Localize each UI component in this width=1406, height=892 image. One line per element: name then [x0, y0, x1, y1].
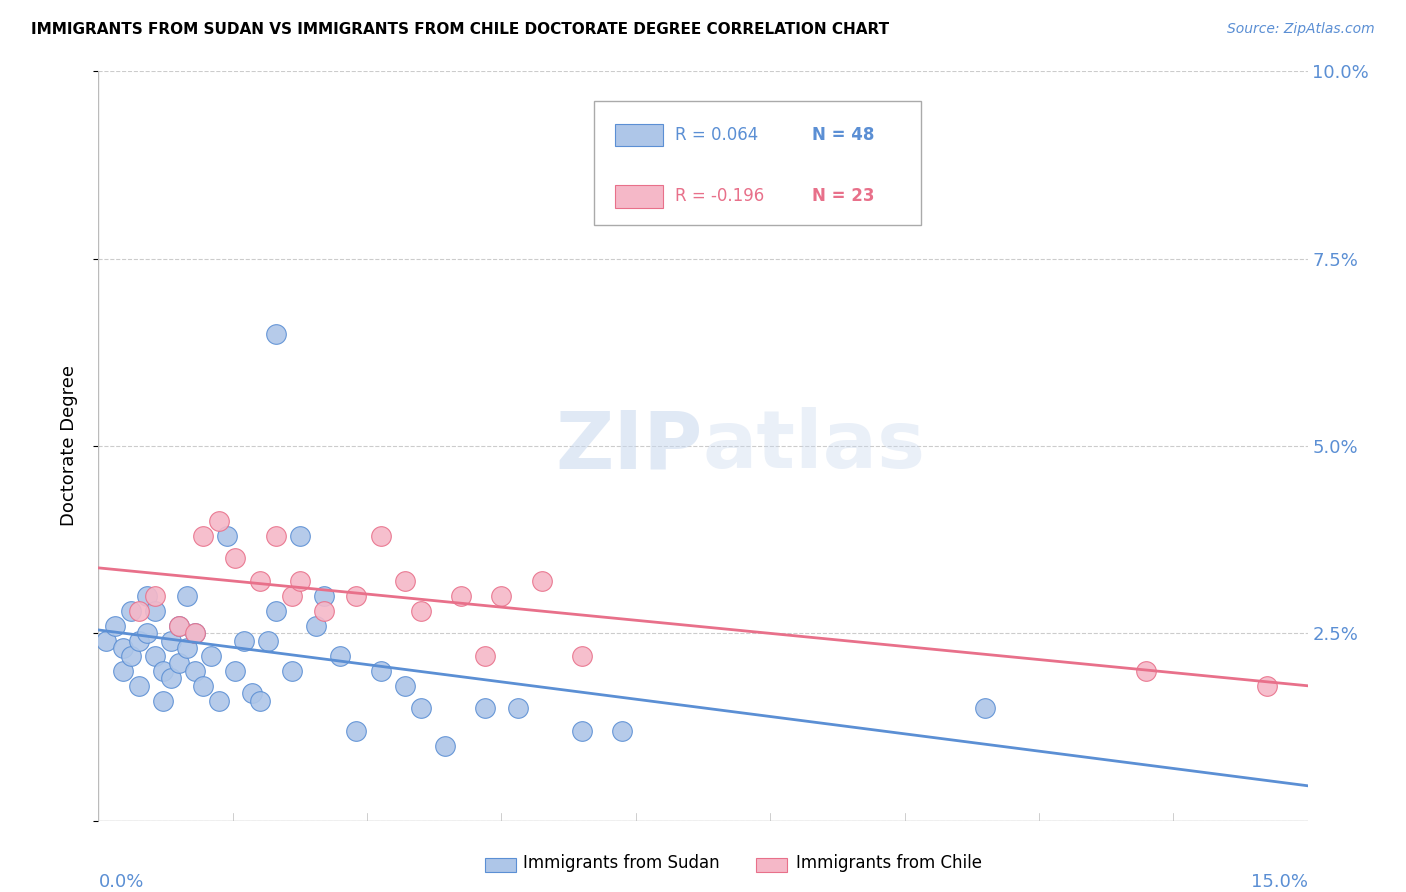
- Point: [434, 739, 457, 753]
- Point: [120, 604, 142, 618]
- Point: [135, 626, 157, 640]
- Text: Source: ZipAtlas.com: Source: ZipAtlas.com: [1227, 22, 1375, 37]
- Point: [264, 326, 287, 341]
- Point: [612, 723, 634, 738]
- Point: [344, 589, 367, 603]
- Point: [281, 664, 304, 678]
- Point: [305, 619, 328, 633]
- Point: [143, 604, 166, 618]
- Point: [288, 574, 311, 588]
- Point: [120, 648, 142, 663]
- Point: [167, 657, 190, 671]
- Point: [370, 664, 392, 678]
- Point: [176, 641, 198, 656]
- Point: [409, 701, 432, 715]
- Point: [135, 589, 157, 603]
- Point: [314, 604, 336, 618]
- Point: [208, 694, 231, 708]
- Point: [184, 626, 207, 640]
- Point: [103, 619, 125, 633]
- Point: [200, 648, 222, 663]
- Point: [128, 633, 150, 648]
- Point: [232, 633, 254, 648]
- Point: [409, 604, 432, 618]
- Point: [184, 664, 207, 678]
- Bar: [614, 124, 664, 146]
- Point: [370, 529, 392, 543]
- Point: [329, 648, 352, 663]
- Point: [143, 589, 166, 603]
- Text: atlas: atlas: [703, 407, 927, 485]
- Point: [128, 679, 150, 693]
- Text: N = 48: N = 48: [811, 126, 875, 144]
- Point: [249, 694, 271, 708]
- Point: [160, 633, 183, 648]
- Point: [176, 589, 198, 603]
- FancyBboxPatch shape: [595, 102, 921, 225]
- Text: Immigrants from Chile: Immigrants from Chile: [796, 855, 981, 872]
- Point: [152, 664, 174, 678]
- Point: [128, 604, 150, 618]
- Point: [281, 589, 304, 603]
- Point: [240, 686, 263, 700]
- Point: [167, 619, 190, 633]
- Point: [491, 589, 513, 603]
- Point: [217, 529, 239, 543]
- Y-axis label: Doctorate Degree: Doctorate Degree: [59, 366, 77, 526]
- Point: [264, 529, 287, 543]
- Point: [506, 701, 529, 715]
- Point: [224, 551, 246, 566]
- Point: [450, 589, 472, 603]
- Text: R = 0.064: R = 0.064: [675, 126, 758, 144]
- Point: [111, 664, 134, 678]
- Point: [160, 671, 183, 685]
- Point: [974, 701, 997, 715]
- Point: [152, 694, 174, 708]
- Point: [256, 633, 278, 648]
- Point: [530, 574, 553, 588]
- Point: [1256, 679, 1278, 693]
- Point: [143, 648, 166, 663]
- Point: [193, 679, 215, 693]
- Point: [193, 529, 215, 543]
- Point: [224, 664, 246, 678]
- Text: 0.0%: 0.0%: [98, 873, 143, 891]
- Point: [314, 589, 336, 603]
- Point: [571, 648, 593, 663]
- Text: IMMIGRANTS FROM SUDAN VS IMMIGRANTS FROM CHILE DOCTORATE DEGREE CORRELATION CHAR: IMMIGRANTS FROM SUDAN VS IMMIGRANTS FROM…: [31, 22, 889, 37]
- Point: [288, 529, 311, 543]
- Point: [111, 641, 134, 656]
- Point: [474, 701, 496, 715]
- Point: [249, 574, 271, 588]
- Text: ZIP: ZIP: [555, 407, 703, 485]
- Point: [167, 619, 190, 633]
- Point: [474, 648, 496, 663]
- Point: [184, 626, 207, 640]
- Point: [344, 723, 367, 738]
- Bar: [614, 186, 664, 208]
- Point: [264, 604, 287, 618]
- Point: [96, 633, 118, 648]
- Point: [394, 679, 416, 693]
- Text: Immigrants from Sudan: Immigrants from Sudan: [523, 855, 720, 872]
- Point: [208, 514, 231, 528]
- Text: 15.0%: 15.0%: [1250, 873, 1308, 891]
- Text: R = -0.196: R = -0.196: [675, 187, 765, 205]
- Text: N = 23: N = 23: [811, 187, 875, 205]
- Point: [394, 574, 416, 588]
- Point: [1135, 664, 1157, 678]
- Point: [571, 723, 593, 738]
